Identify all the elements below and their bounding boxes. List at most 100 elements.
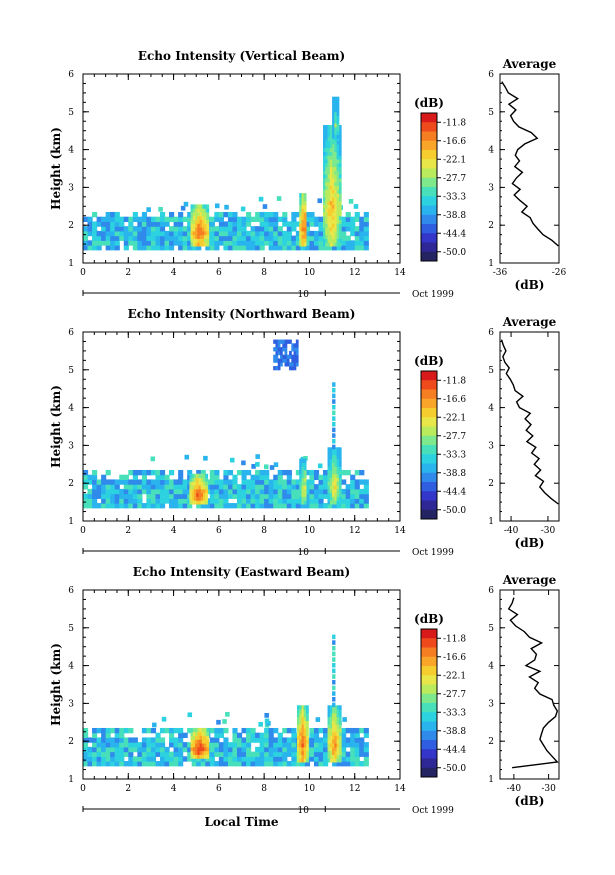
heatmap-cell xyxy=(301,712,305,718)
heatmap-cell xyxy=(336,96,340,101)
heatmap-cell xyxy=(275,339,279,344)
heatmap-cell xyxy=(334,215,338,221)
heatmap-cell xyxy=(137,484,143,490)
colorbar-swatch xyxy=(421,638,437,648)
heatmap-cell xyxy=(341,240,347,246)
heatmap-cell xyxy=(246,235,252,241)
heatmap-cell xyxy=(277,226,283,232)
heatmap-cell xyxy=(327,215,331,221)
heatmap-cell xyxy=(236,469,243,476)
heatmap-cell xyxy=(195,208,198,213)
heatmap-cell xyxy=(114,503,120,509)
heatmap-cell xyxy=(332,126,335,132)
heatmap-cell xyxy=(338,242,342,247)
profile-y-tick-label: 2 xyxy=(488,221,494,231)
heatmap-cell xyxy=(286,737,292,743)
heatmap-cell xyxy=(313,503,320,509)
x-tick-label: 10 xyxy=(304,268,316,278)
heatmap-cell xyxy=(338,731,342,737)
heatmap-cell xyxy=(178,240,184,246)
heatmap-cell xyxy=(291,347,295,352)
heatmap-cell xyxy=(182,235,188,241)
heatmap-cell xyxy=(241,235,247,241)
heatmap-cell xyxy=(336,705,340,710)
heatmap-cell xyxy=(282,756,288,762)
heatmap-cell xyxy=(155,226,161,232)
heatmap-cell xyxy=(110,226,116,232)
heatmap-cell xyxy=(332,500,335,505)
heatmap-cell xyxy=(318,761,324,767)
heatmap-cell xyxy=(309,479,315,485)
heatmap-cell xyxy=(363,746,369,753)
heatmap-cell xyxy=(301,242,305,247)
heatmap-cell xyxy=(173,484,179,490)
heatmap-cell xyxy=(268,245,274,251)
heatmap-cell xyxy=(329,462,333,467)
heatmap-cell xyxy=(309,245,315,251)
heatmap-cell xyxy=(359,503,365,509)
heatmap-cell xyxy=(195,219,198,224)
heatmap-cell xyxy=(203,496,206,501)
heatmap-cell xyxy=(359,761,365,767)
heatmap-cell xyxy=(332,159,335,164)
heatmap-cell xyxy=(363,727,369,734)
heatmap-cell xyxy=(218,751,224,757)
heatmap-cell xyxy=(332,151,335,156)
heatmap-cell xyxy=(363,488,369,495)
y-tick-label: 1 xyxy=(68,517,74,527)
heatmap-cell xyxy=(334,447,338,452)
heatmap-cell xyxy=(150,469,157,476)
heatmap-cell xyxy=(309,498,315,504)
heatmap-cell xyxy=(309,211,315,218)
heatmap-cell xyxy=(327,481,331,486)
heatmap-cell xyxy=(304,503,311,509)
heatmap-cell xyxy=(325,234,329,239)
heatmap-cell xyxy=(301,196,305,202)
heatmap-cell xyxy=(350,727,356,734)
heatmap-cell xyxy=(146,230,152,237)
heatmap-cell xyxy=(299,500,303,505)
heatmap-cell xyxy=(223,751,229,757)
heatmap-cell xyxy=(119,498,125,504)
heatmap-cell xyxy=(336,170,340,175)
heatmap-cell xyxy=(187,216,193,223)
heatmap-cell xyxy=(313,498,320,504)
heatmap-cell xyxy=(101,484,107,490)
heatmap-cell xyxy=(105,746,111,753)
heatmap-cell xyxy=(332,245,338,251)
heatmap-cell xyxy=(137,742,143,748)
heatmap-cell xyxy=(317,463,323,469)
heatmap-cell xyxy=(132,761,138,767)
heatmap-cell xyxy=(204,746,207,752)
heatmap-cell xyxy=(199,746,203,752)
heatmap-cell xyxy=(105,226,111,232)
heatmap-cell xyxy=(284,350,288,356)
heatmap-cell xyxy=(323,147,326,152)
heatmap-cell xyxy=(263,464,269,470)
heatmap-cell xyxy=(350,746,356,753)
heatmap-cell xyxy=(336,119,340,124)
heatmap-cell xyxy=(318,742,324,748)
heatmap-cell xyxy=(327,200,331,205)
heatmap-cell xyxy=(110,503,116,509)
heatmap-cell xyxy=(282,469,288,476)
heatmap-cell xyxy=(209,230,215,237)
heatmap-cell xyxy=(341,493,347,499)
heatmap-cell xyxy=(199,739,203,744)
heatmap-cell xyxy=(268,226,274,232)
heatmap-cell xyxy=(318,230,324,237)
heatmap-cell xyxy=(159,503,166,509)
heatmap-cell xyxy=(150,240,157,246)
heatmap-cell xyxy=(327,731,331,737)
heatmap-cell xyxy=(159,474,166,481)
heatmap-cell xyxy=(141,756,147,762)
heatmap-cell xyxy=(195,750,198,755)
heatmap-cell xyxy=(92,469,98,476)
heatmap-cell xyxy=(159,226,166,232)
heatmap-cell xyxy=(192,211,196,217)
heatmap-cell xyxy=(96,746,102,753)
heatmap-cell xyxy=(141,737,147,743)
heatmap-cell xyxy=(123,484,129,490)
heatmap-cell xyxy=(334,731,338,737)
heatmap-cell xyxy=(128,493,134,499)
